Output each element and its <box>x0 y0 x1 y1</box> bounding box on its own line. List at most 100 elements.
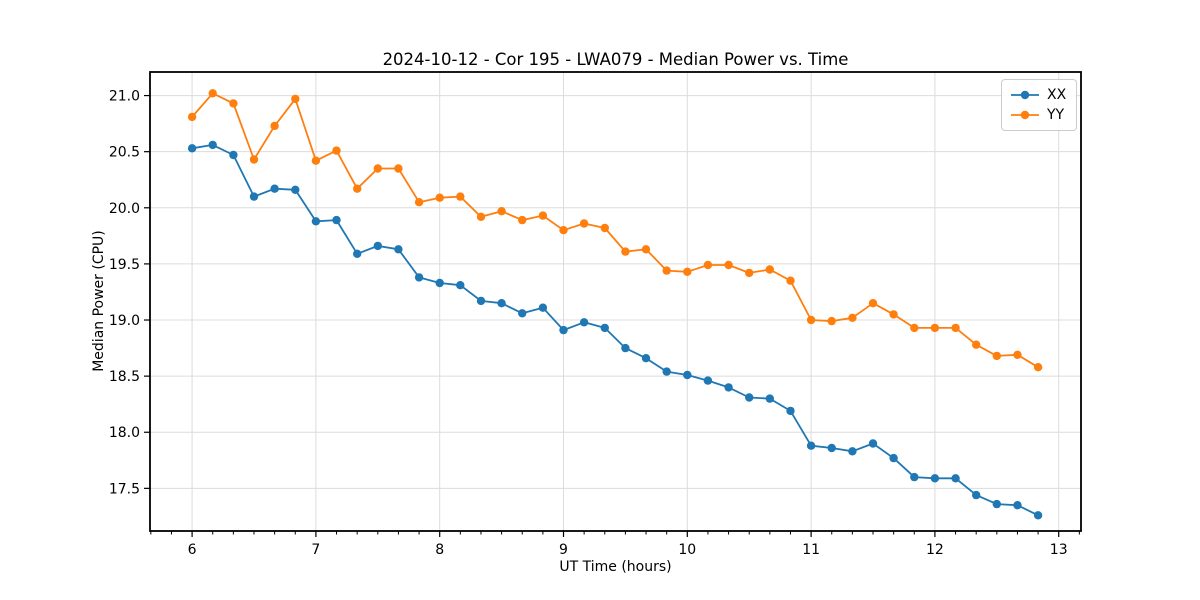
series-XX-point <box>662 367 671 376</box>
series-XX-point <box>229 150 238 160</box>
series-XX-point <box>435 278 444 288</box>
series-YY-point <box>889 310 898 319</box>
series-YY-point <box>972 340 981 349</box>
series-XX-point <box>476 296 486 306</box>
series-YY-point <box>394 164 403 173</box>
series-XX-point <box>600 323 609 333</box>
legend: XX YY <box>1001 79 1078 131</box>
series-XX-point <box>910 472 919 482</box>
series-YY-point <box>332 146 341 155</box>
series-XX-point <box>724 383 733 392</box>
series-YY-point <box>476 212 486 221</box>
series-YY-point <box>373 164 382 173</box>
series-YY-point <box>579 219 589 228</box>
series-YY-point <box>1013 350 1022 359</box>
x-tick-label: 7 <box>311 542 320 558</box>
series-YY-point <box>703 260 713 270</box>
series-XX-point <box>992 499 1001 509</box>
legend-label: XX <box>1047 87 1067 103</box>
legend-item-yy: YY <box>1010 105 1066 125</box>
series-YY-point <box>456 192 465 201</box>
x-axis-label: UT Time (hours) <box>559 559 672 575</box>
series-XX-point <box>621 343 630 353</box>
series-XX-point <box>497 299 506 308</box>
series-YY-point <box>910 323 919 333</box>
series-YY-point <box>868 299 878 308</box>
y-tick-label: 20.5 <box>109 145 140 161</box>
series-XX-point <box>518 309 527 318</box>
series-YY-point <box>745 268 754 278</box>
series-XX-point <box>889 453 898 463</box>
series-YY-point <box>538 211 548 220</box>
series-YY-point <box>806 315 816 325</box>
y-tick-label: 17.5 <box>109 481 140 497</box>
y-axis-label: Median Power (CPU) <box>91 230 107 372</box>
series-XX-point <box>538 303 548 312</box>
series-YY-point <box>951 323 960 333</box>
y-tick-label: 19.0 <box>109 313 140 329</box>
y-tick-label: 19.5 <box>109 257 140 273</box>
series-XX-point <box>786 406 795 416</box>
series-XX-point <box>270 184 279 193</box>
series-XX-point <box>827 443 836 453</box>
series-XX-point <box>868 439 878 448</box>
series-YY-point <box>518 215 527 225</box>
series-YY-point <box>208 89 217 98</box>
series-XX-point <box>456 281 465 290</box>
x-tick-label: 8 <box>435 542 444 558</box>
y-tick-label: 18.5 <box>109 369 140 385</box>
series-XX-point <box>745 393 754 402</box>
series-XX-point <box>641 354 651 363</box>
series-YY-point <box>683 267 692 276</box>
series-XX-point <box>930 474 940 483</box>
x-tick-label: 12 <box>926 542 944 558</box>
series-YY-point <box>992 351 1001 361</box>
x-tick-label: 11 <box>802 542 820 558</box>
series-YY-point <box>641 245 651 254</box>
legend-line-sample <box>1011 110 1039 120</box>
series-YY-point <box>621 247 630 256</box>
series-XX-point <box>972 490 981 500</box>
legend-item-xx: XX <box>1010 85 1066 105</box>
legend-line-sample <box>1011 90 1039 100</box>
series-XX-point <box>291 185 300 194</box>
chart-title: 2024-10-12 - Cor 195 - LWA079 - Median P… <box>382 50 849 69</box>
x-tick-label: 13 <box>1050 542 1068 558</box>
series-YY-point <box>827 316 836 326</box>
series-XX-point <box>848 447 857 456</box>
series-YY-point <box>724 260 733 270</box>
series-YY-point <box>848 313 857 322</box>
x-tick-label: 6 <box>188 542 197 558</box>
series-YY-point <box>559 226 568 235</box>
series-YY-point <box>353 184 362 193</box>
series-YY-point <box>249 155 259 164</box>
series-XX-point <box>187 144 197 153</box>
series-XX-point <box>683 370 692 380</box>
series-YY-point <box>1033 363 1043 372</box>
series-YY-point <box>497 207 506 216</box>
y-tick-label: 18.0 <box>109 425 140 441</box>
series-XX-point <box>249 192 259 201</box>
series-YY-point <box>930 323 940 333</box>
series-YY-point <box>229 99 238 108</box>
series-YY-point <box>435 193 444 202</box>
legend-label: YY <box>1047 107 1065 123</box>
series-YY-point <box>291 94 300 104</box>
y-tick-label: 21.0 <box>109 89 140 105</box>
series-YY-point <box>600 223 609 233</box>
series-XX-point <box>806 441 816 450</box>
series-XX-point <box>559 325 568 335</box>
series-XX-point <box>353 249 362 258</box>
series-XX-point <box>765 394 774 403</box>
series-YY-point <box>786 276 795 285</box>
series-XX-point <box>394 245 403 254</box>
series-XX-point <box>373 241 382 251</box>
series-XX-point <box>311 217 321 226</box>
series-YY-point <box>311 156 321 165</box>
series-XX-point <box>1033 511 1043 520</box>
x-tick-label: 10 <box>678 542 696 558</box>
series-XX-point <box>332 215 341 225</box>
series-XX-point <box>208 140 217 150</box>
